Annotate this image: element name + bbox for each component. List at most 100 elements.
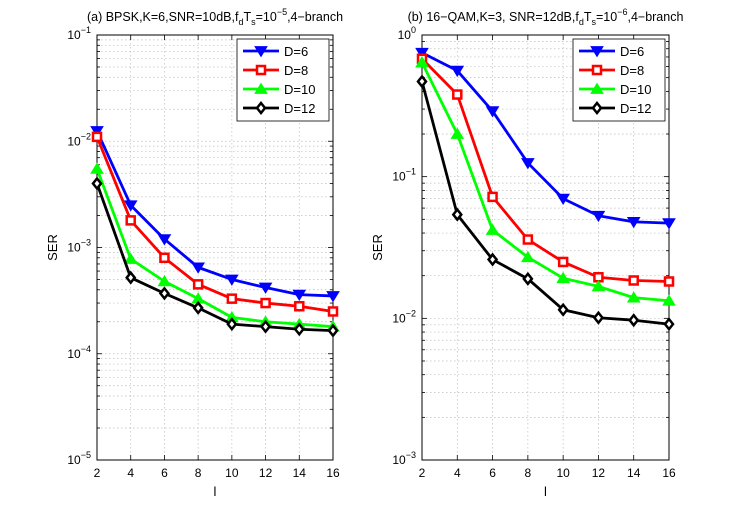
series-line <box>421 57 670 283</box>
data-point <box>191 262 205 274</box>
data-point <box>450 65 465 78</box>
y-tick-label: 10−4 <box>67 344 91 361</box>
data-point <box>90 162 104 174</box>
legend-marker <box>590 46 604 58</box>
series-d-10 <box>415 56 676 306</box>
data-point <box>522 271 534 286</box>
y-axis-label: SER <box>370 234 385 261</box>
legend-marker <box>254 82 268 94</box>
data-point <box>416 74 428 89</box>
legend-label: D=6 <box>620 44 644 59</box>
data-point <box>662 294 676 306</box>
data-point <box>591 280 606 292</box>
x-tick-label: 12 <box>259 466 273 480</box>
y-tick-label: 10−1 <box>392 167 416 184</box>
legend-marker <box>590 82 604 94</box>
data-point <box>192 279 204 290</box>
data-point <box>556 271 570 284</box>
data-point <box>663 317 675 332</box>
y-axis-label: SER <box>45 234 60 261</box>
legend-marker <box>254 46 268 58</box>
legend-label: D=12 <box>284 101 315 116</box>
legend-label: D=8 <box>284 63 308 78</box>
data-point <box>628 275 639 286</box>
y-tick-label: 10−1 <box>67 25 91 42</box>
data-point <box>486 252 499 267</box>
x-tick-label: 8 <box>195 466 202 480</box>
x-tick-label: 14 <box>627 466 641 480</box>
x-axis-label: l <box>214 484 217 499</box>
legend-marker <box>591 64 603 76</box>
x-tick-label: 12 <box>592 466 606 480</box>
x-tick-label: 4 <box>127 466 134 480</box>
data-point <box>522 234 534 245</box>
data-point <box>452 89 463 100</box>
data-point <box>125 215 136 226</box>
data-point <box>485 223 500 235</box>
x-tick-label: 10 <box>225 466 239 480</box>
data-point <box>91 176 103 191</box>
data-point <box>557 302 569 317</box>
data-point <box>327 323 339 338</box>
panel-a: 2 4 6 8 10 12 14 1610−510−410−310−210−1D=6D=8D=… <box>45 7 343 499</box>
legend-marker <box>255 64 267 76</box>
data-point <box>159 252 170 264</box>
axes-box <box>96 34 334 461</box>
data-point <box>258 282 273 294</box>
x-tick-label: 8 <box>525 466 532 480</box>
y-tick-label: 10−2 <box>392 308 416 325</box>
data-point <box>557 256 569 268</box>
data-point <box>521 158 535 170</box>
data-point <box>123 252 138 264</box>
data-point <box>90 126 104 138</box>
data-point <box>485 106 500 118</box>
legend-marker <box>591 100 603 116</box>
data-point <box>123 200 138 212</box>
series-d-12 <box>416 74 675 332</box>
legend-label: D=10 <box>620 82 651 97</box>
x-tick-label: 16 <box>662 466 676 480</box>
x-tick-label: 16 <box>326 466 340 480</box>
data-point <box>259 319 272 334</box>
data-point <box>157 234 172 246</box>
series-line <box>420 61 670 303</box>
chart-title: (a) BPSK,K=6,SNR=10dB,fdTs=10−5,4−branch <box>87 7 343 27</box>
x-tick-label: 4 <box>454 466 461 480</box>
data-point <box>125 270 137 285</box>
data-point <box>293 322 305 337</box>
x-tick-label: 2 <box>94 466 101 480</box>
data-point <box>556 193 570 206</box>
data-point <box>157 274 172 287</box>
x-tick-label: 6 <box>161 466 168 480</box>
legend-label: D=12 <box>620 101 651 116</box>
panel-b: 2 4 6 8 10 12 14 16 10−3 10−2 10−1 100 D=6 D=8 D=10 D=1… <box>370 7 683 499</box>
data-point <box>415 47 429 60</box>
data-point <box>450 127 465 139</box>
y-tick-label: 10−5 <box>67 450 91 467</box>
legend-marker <box>255 100 267 116</box>
data-point <box>662 218 676 230</box>
data-point <box>192 300 204 315</box>
legend: D=6 D=8 D=10 D=12 <box>236 38 330 122</box>
series-line <box>95 136 334 313</box>
x-axis-label: l <box>544 484 547 499</box>
data-point <box>294 300 305 312</box>
data-point <box>487 191 498 203</box>
series-d-12 <box>91 176 339 338</box>
legend-label: D=10 <box>284 82 315 97</box>
data-point <box>592 310 605 325</box>
series-line <box>95 183 334 333</box>
axes-box <box>421 34 670 461</box>
series-line <box>420 81 670 326</box>
data-point <box>226 317 238 332</box>
data-point <box>663 276 675 287</box>
data-point <box>225 274 239 286</box>
x-tick-label: 14 <box>293 466 307 480</box>
data-point <box>521 250 535 263</box>
data-point <box>326 291 340 303</box>
legend-label: D=6 <box>284 44 308 59</box>
chart-title: (b) 16−QAM,K=3, SNR=12dB,fdTs=10−6,4−bra… <box>408 7 684 27</box>
data-point <box>415 56 429 68</box>
series-d-8 <box>91 131 339 317</box>
data-point <box>226 293 238 304</box>
